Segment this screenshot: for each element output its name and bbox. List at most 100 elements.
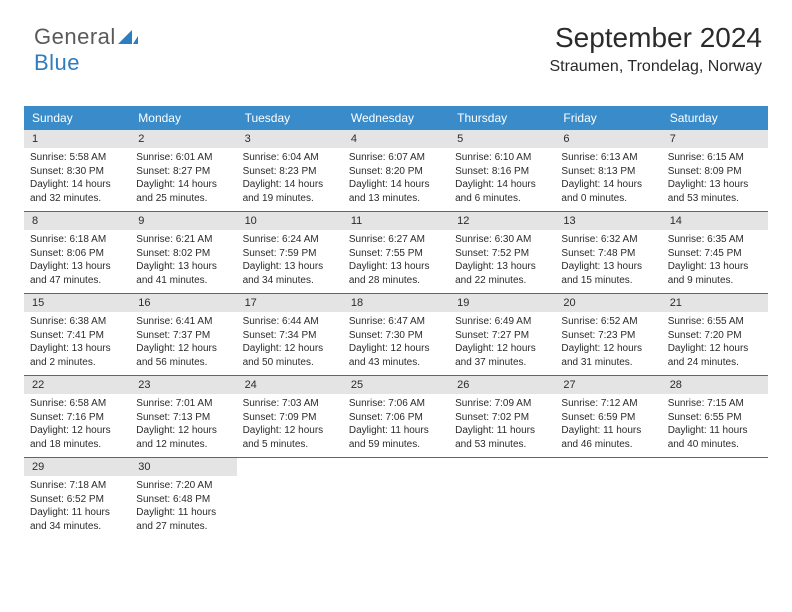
sunrise-line: Sunrise: 6:24 AM (243, 233, 337, 247)
day-number: 15 (24, 294, 130, 312)
daylight-line: Daylight: 12 hours and 43 minutes. (349, 342, 443, 369)
sunset-line: Sunset: 8:09 PM (668, 165, 762, 179)
day-number: 22 (24, 376, 130, 394)
sunset-line: Sunset: 8:16 PM (455, 165, 549, 179)
daylight-line: Daylight: 14 hours and 25 minutes. (136, 178, 230, 205)
sunset-line: Sunset: 8:27 PM (136, 165, 230, 179)
daylight-line: Daylight: 13 hours and 22 minutes. (455, 260, 549, 287)
day-details: Sunrise: 6:38 AMSunset: 7:41 PMDaylight:… (24, 312, 130, 375)
sunrise-line: Sunrise: 6:30 AM (455, 233, 549, 247)
sunset-line: Sunset: 7:59 PM (243, 247, 337, 261)
day-details: Sunrise: 7:01 AMSunset: 7:13 PMDaylight:… (130, 394, 236, 457)
calendar-day: 9Sunrise: 6:21 AMSunset: 8:02 PMDaylight… (130, 212, 236, 293)
calendar-day: 13Sunrise: 6:32 AMSunset: 7:48 PMDayligh… (555, 212, 661, 293)
calendar-day: .. (343, 458, 449, 539)
daylight-line: Daylight: 12 hours and 31 minutes. (561, 342, 655, 369)
daylight-line: Daylight: 14 hours and 0 minutes. (561, 178, 655, 205)
calendar-day: 1Sunrise: 5:58 AMSunset: 8:30 PMDaylight… (24, 130, 130, 211)
daylight-line: Daylight: 12 hours and 12 minutes. (136, 424, 230, 451)
sunrise-line: Sunrise: 6:18 AM (30, 233, 124, 247)
sunrise-line: Sunrise: 6:44 AM (243, 315, 337, 329)
daylight-line: Daylight: 13 hours and 41 minutes. (136, 260, 230, 287)
daylight-line: Daylight: 13 hours and 15 minutes. (561, 260, 655, 287)
day-details: Sunrise: 6:15 AMSunset: 8:09 PMDaylight:… (662, 148, 768, 211)
calendar-day: 3Sunrise: 6:04 AMSunset: 8:23 PMDaylight… (237, 130, 343, 211)
day-number: 6 (555, 130, 661, 148)
sunrise-line: Sunrise: 7:01 AM (136, 397, 230, 411)
calendar-day: .. (662, 458, 768, 539)
calendar-day: 29Sunrise: 7:18 AMSunset: 6:52 PMDayligh… (24, 458, 130, 539)
sunset-line: Sunset: 8:20 PM (349, 165, 443, 179)
day-number: 3 (237, 130, 343, 148)
weekday-header: Sunday (24, 106, 130, 130)
day-number: 21 (662, 294, 768, 312)
weekday-header: Saturday (662, 106, 768, 130)
day-number: 26 (449, 376, 555, 394)
sunset-line: Sunset: 7:27 PM (455, 329, 549, 343)
daylight-line: Daylight: 11 hours and 59 minutes. (349, 424, 443, 451)
calendar: SundayMondayTuesdayWednesdayThursdayFrid… (24, 106, 768, 539)
day-details: Sunrise: 7:06 AMSunset: 7:06 PMDaylight:… (343, 394, 449, 457)
calendar-day: 7Sunrise: 6:15 AMSunset: 8:09 PMDaylight… (662, 130, 768, 211)
calendar-day: 4Sunrise: 6:07 AMSunset: 8:20 PMDaylight… (343, 130, 449, 211)
page-title: September 2024 (549, 22, 762, 54)
sunset-line: Sunset: 7:20 PM (668, 329, 762, 343)
calendar-day: 28Sunrise: 7:15 AMSunset: 6:55 PMDayligh… (662, 376, 768, 457)
day-number: 2 (130, 130, 236, 148)
weekday-header: Friday (555, 106, 661, 130)
sunset-line: Sunset: 7:55 PM (349, 247, 443, 261)
sunset-line: Sunset: 6:52 PM (30, 493, 124, 507)
sunset-line: Sunset: 7:41 PM (30, 329, 124, 343)
daylight-line: Daylight: 12 hours and 18 minutes. (30, 424, 124, 451)
sunset-line: Sunset: 7:09 PM (243, 411, 337, 425)
calendar-day: 10Sunrise: 6:24 AMSunset: 7:59 PMDayligh… (237, 212, 343, 293)
day-details: Sunrise: 6:49 AMSunset: 7:27 PMDaylight:… (449, 312, 555, 375)
day-number: 13 (555, 212, 661, 230)
calendar-day: 8Sunrise: 6:18 AMSunset: 8:06 PMDaylight… (24, 212, 130, 293)
day-number: 16 (130, 294, 236, 312)
calendar-day: 21Sunrise: 6:55 AMSunset: 7:20 PMDayligh… (662, 294, 768, 375)
calendar-day: 6Sunrise: 6:13 AMSunset: 8:13 PMDaylight… (555, 130, 661, 211)
sunset-line: Sunset: 7:16 PM (30, 411, 124, 425)
daylight-line: Daylight: 12 hours and 24 minutes. (668, 342, 762, 369)
day-details: Sunrise: 6:55 AMSunset: 7:20 PMDaylight:… (662, 312, 768, 375)
day-number: 5 (449, 130, 555, 148)
calendar-day: 2Sunrise: 6:01 AMSunset: 8:27 PMDaylight… (130, 130, 236, 211)
day-details: Sunrise: 6:30 AMSunset: 7:52 PMDaylight:… (449, 230, 555, 293)
brand-part2: Blue (34, 50, 80, 75)
calendar-day: 12Sunrise: 6:30 AMSunset: 7:52 PMDayligh… (449, 212, 555, 293)
sail-icon (118, 30, 138, 46)
sunrise-line: Sunrise: 7:03 AM (243, 397, 337, 411)
sunset-line: Sunset: 6:59 PM (561, 411, 655, 425)
day-details: Sunrise: 6:01 AMSunset: 8:27 PMDaylight:… (130, 148, 236, 211)
sunset-line: Sunset: 6:55 PM (668, 411, 762, 425)
sunset-line: Sunset: 8:02 PM (136, 247, 230, 261)
day-number: 28 (662, 376, 768, 394)
day-details: Sunrise: 6:41 AMSunset: 7:37 PMDaylight:… (130, 312, 236, 375)
sunrise-line: Sunrise: 6:58 AM (30, 397, 124, 411)
daylight-line: Daylight: 13 hours and 2 minutes. (30, 342, 124, 369)
sunrise-line: Sunrise: 6:35 AM (668, 233, 762, 247)
daylight-line: Daylight: 12 hours and 50 minutes. (243, 342, 337, 369)
day-number: 19 (449, 294, 555, 312)
daylight-line: Daylight: 12 hours and 37 minutes. (455, 342, 549, 369)
daylight-line: Daylight: 12 hours and 5 minutes. (243, 424, 337, 451)
day-details: Sunrise: 7:03 AMSunset: 7:09 PMDaylight:… (237, 394, 343, 457)
sunrise-line: Sunrise: 7:18 AM (30, 479, 124, 493)
day-details: Sunrise: 6:04 AMSunset: 8:23 PMDaylight:… (237, 148, 343, 211)
day-number: 17 (237, 294, 343, 312)
sunset-line: Sunset: 7:52 PM (455, 247, 549, 261)
day-number: 23 (130, 376, 236, 394)
sunset-line: Sunset: 8:06 PM (30, 247, 124, 261)
sunrise-line: Sunrise: 6:47 AM (349, 315, 443, 329)
day-number: 29 (24, 458, 130, 476)
day-number: 10 (237, 212, 343, 230)
calendar-day: 26Sunrise: 7:09 AMSunset: 7:02 PMDayligh… (449, 376, 555, 457)
sunrise-line: Sunrise: 6:41 AM (136, 315, 230, 329)
day-number: 7 (662, 130, 768, 148)
day-details: Sunrise: 6:10 AMSunset: 8:16 PMDaylight:… (449, 148, 555, 211)
sunrise-line: Sunrise: 7:15 AM (668, 397, 762, 411)
calendar-day: 5Sunrise: 6:10 AMSunset: 8:16 PMDaylight… (449, 130, 555, 211)
calendar-day: 20Sunrise: 6:52 AMSunset: 7:23 PMDayligh… (555, 294, 661, 375)
sunset-line: Sunset: 6:48 PM (136, 493, 230, 507)
